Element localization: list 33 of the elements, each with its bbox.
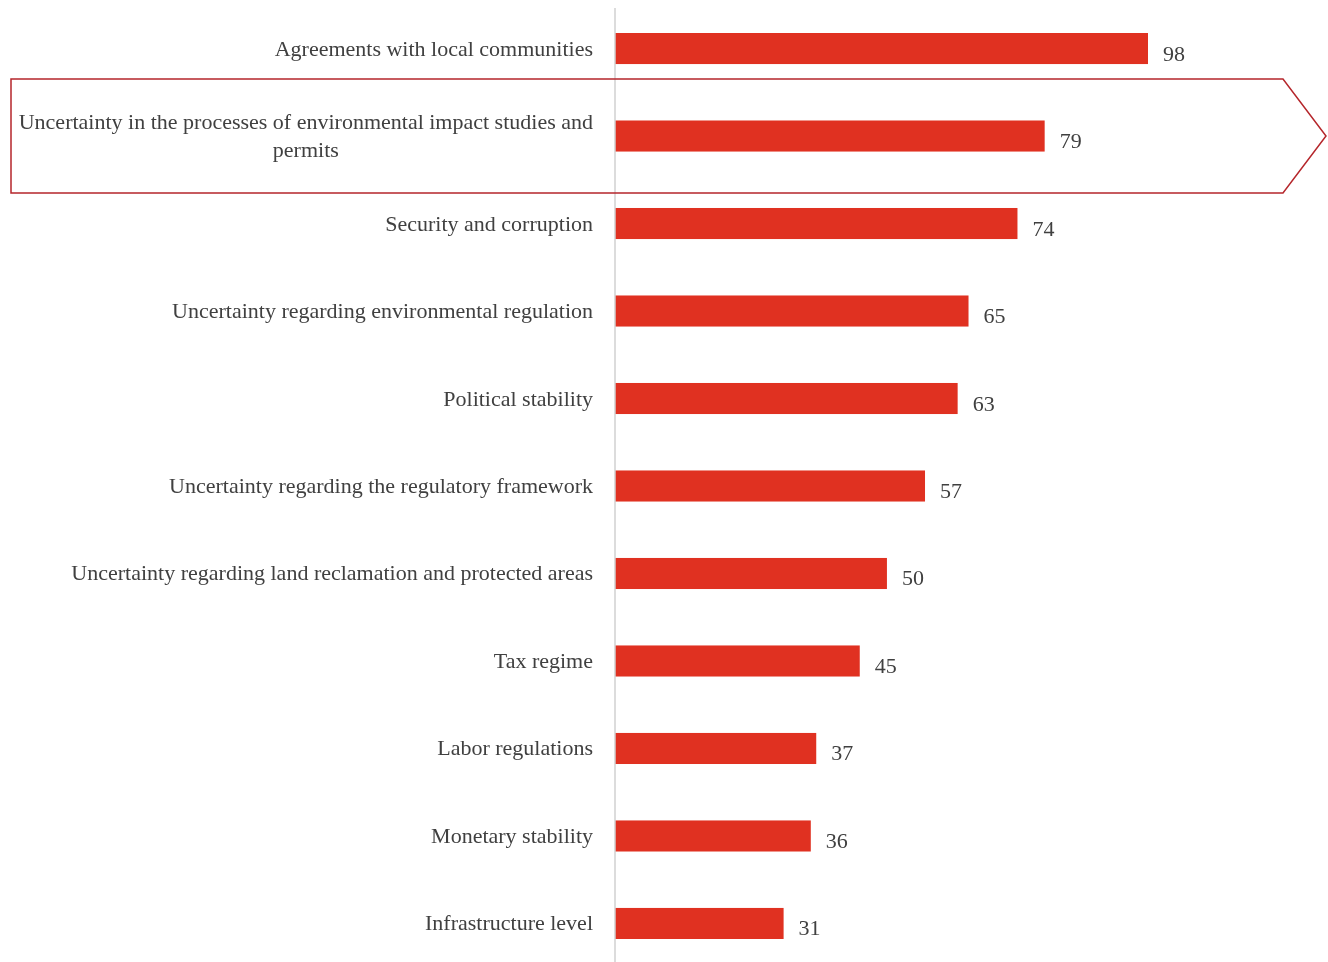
- y-tick-label: Uncertainty regarding land reclamation and protected areas: [71, 560, 593, 586]
- data-label: 98: [1163, 40, 1185, 66]
- bar: [615, 732, 817, 765]
- bar: [615, 382, 958, 415]
- data-label: 37: [831, 740, 854, 766]
- data-label: 57: [940, 478, 963, 503]
- data-label: 63: [972, 390, 995, 416]
- bar: [615, 120, 1045, 152]
- data-label: 79: [1059, 128, 1082, 154]
- y-tick-label: Political stability: [443, 385, 593, 411]
- data-label: 36: [825, 827, 848, 853]
- bar: [615, 645, 860, 677]
- data-label: 74: [1032, 215, 1055, 241]
- data-label: 50: [901, 565, 924, 591]
- bar: [615, 907, 784, 939]
- y-tick-label: Uncertainty in the processes of environmental impact studies and permits: [18, 109, 593, 163]
- data-label: 65: [983, 303, 1006, 329]
- bar: [615, 295, 969, 327]
- y-tick-label: Tax regime: [493, 647, 593, 673]
- y-tick-label: Infrastructure level: [425, 910, 593, 936]
- y-tick-label: Security and corruption: [385, 210, 593, 236]
- y-tick-label: Uncertainty regarding environmental regulation: [172, 298, 593, 324]
- data-label: 31: [798, 915, 821, 941]
- bar: [615, 33, 1148, 65]
- y-tick-label: Uncertainty regarding the regulatory framework: [169, 473, 593, 498]
- bar: [615, 557, 887, 590]
- y-tick-label: Labor regulations: [437, 735, 593, 761]
- data-label: 45: [874, 652, 897, 678]
- bar: [615, 820, 811, 852]
- y-tick-label: Agreements with local communities: [274, 35, 593, 61]
- bar: [615, 470, 926, 502]
- y-tick-label: Monetary stability: [431, 822, 593, 848]
- bar: [615, 207, 1018, 240]
